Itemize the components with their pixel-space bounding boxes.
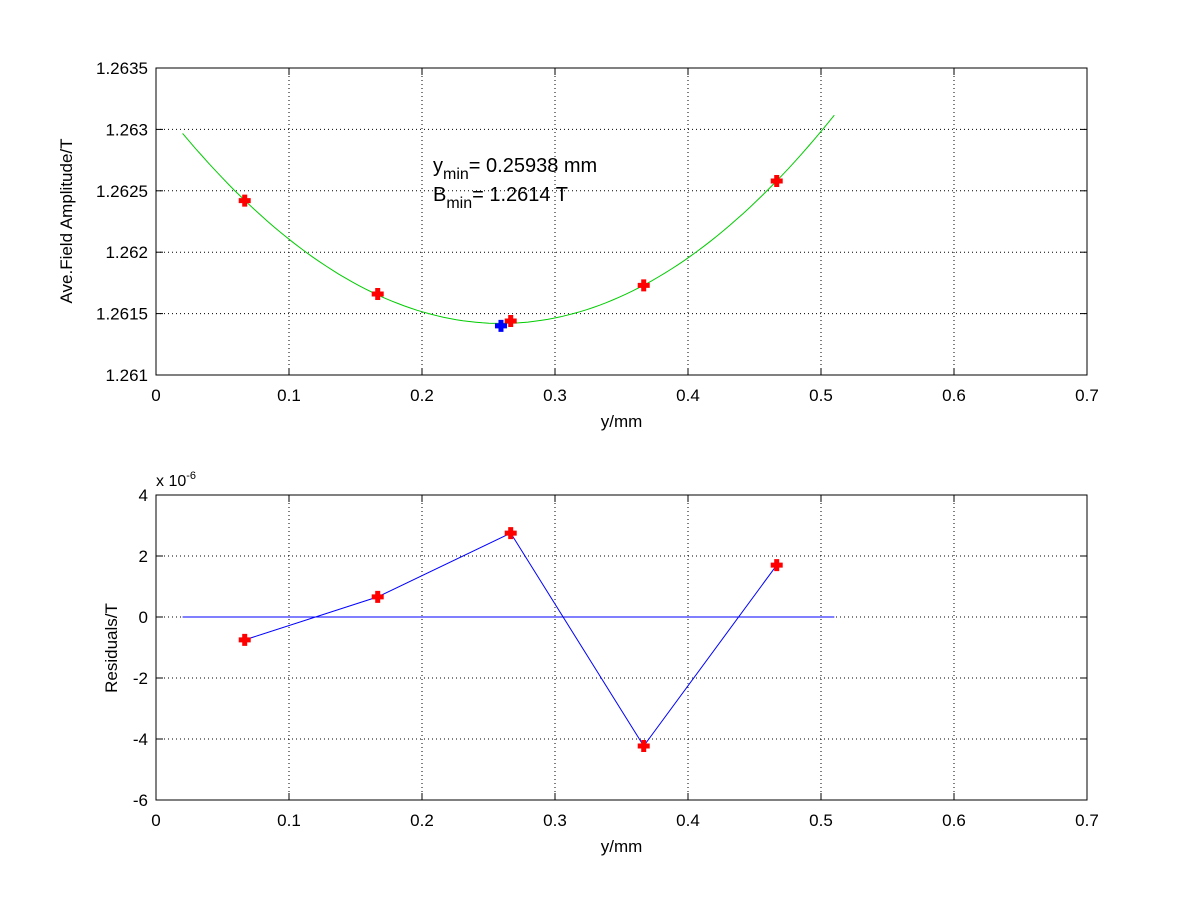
top-axes: 0 0.1 0.2 0.3 0.4 0.5 0.6 0.7 1.261 1.2615 1.262 1.… (57, 59, 1099, 431)
residual-point (238, 633, 251, 646)
x-tick-label: 0.5 (809, 811, 833, 830)
top-annotation-2: Bmin= 1.2614 T (433, 184, 568, 212)
y-tick-label: 1.262 (105, 243, 148, 262)
residual-point (371, 590, 384, 603)
x-tick-label: 0 (151, 386, 160, 405)
x-tick-label: 0.2 (410, 386, 434, 405)
y-tick-label: 0 (139, 608, 148, 627)
x-axis-label: y/mm (601, 412, 643, 431)
y-tick-label: 1.263 (105, 120, 148, 139)
plot-area (156, 68, 1087, 375)
data-point (371, 287, 384, 300)
y-tick-label: -6 (133, 791, 148, 810)
x-tick-label: 0.3 (543, 386, 567, 405)
bottom-axes: 0 0.1 0.2 0.3 0.4 0.5 0.6 0.7 -6 -4 -2 0 2 4 y/mm Resid… (102, 486, 1099, 856)
x-axis-label: y/mm (601, 837, 643, 856)
minimum-point (494, 319, 507, 332)
x-tick-label: 0.3 (543, 811, 567, 830)
axes-frame (155, 67, 1088, 376)
y-axis-label: Ave.Field Amplitude/T (57, 138, 76, 303)
x-tick-label: 0.7 (1075, 386, 1099, 405)
axes-frame (155, 494, 1088, 801)
x-tick-label: 0 (151, 811, 160, 830)
x-tick-label: 0.6 (942, 386, 966, 405)
data-point (637, 279, 650, 292)
data-point (770, 174, 783, 187)
y-tick-label: 1.261 (105, 366, 148, 385)
top-annotation: ymin= 0.25938 mm (433, 155, 597, 183)
x-tick-label: 0.7 (1075, 811, 1099, 830)
residual-point (504, 527, 517, 540)
x-tick-label: 0.6 (942, 811, 966, 830)
plot-area (156, 495, 1087, 800)
y-tick-label: -2 (133, 669, 148, 688)
y-tick-label: 1.2625 (96, 182, 148, 201)
x-tick-label: 0.1 (277, 386, 301, 405)
x-tick-label: 0.4 (676, 386, 700, 405)
y-tick-label: 4 (139, 486, 148, 505)
x-tick-label: 0.1 (277, 811, 301, 830)
x-tick-label: 0.2 (410, 811, 434, 830)
y-tick-label: -4 (133, 730, 148, 749)
data-point (504, 314, 517, 327)
scale-label: x 10-6 (156, 470, 196, 490)
data-point (238, 194, 251, 207)
residual-point (637, 740, 650, 753)
y-tick-label: 2 (139, 547, 148, 566)
x-tick-label: 0.5 (809, 386, 833, 405)
x-tick-label: 0.4 (676, 811, 700, 830)
residual-point (770, 559, 783, 572)
y-tick-label: 1.2635 (96, 59, 148, 78)
y-tick-label: 1.2615 (96, 305, 148, 324)
y-axis-label: Residuals/T (102, 603, 121, 693)
